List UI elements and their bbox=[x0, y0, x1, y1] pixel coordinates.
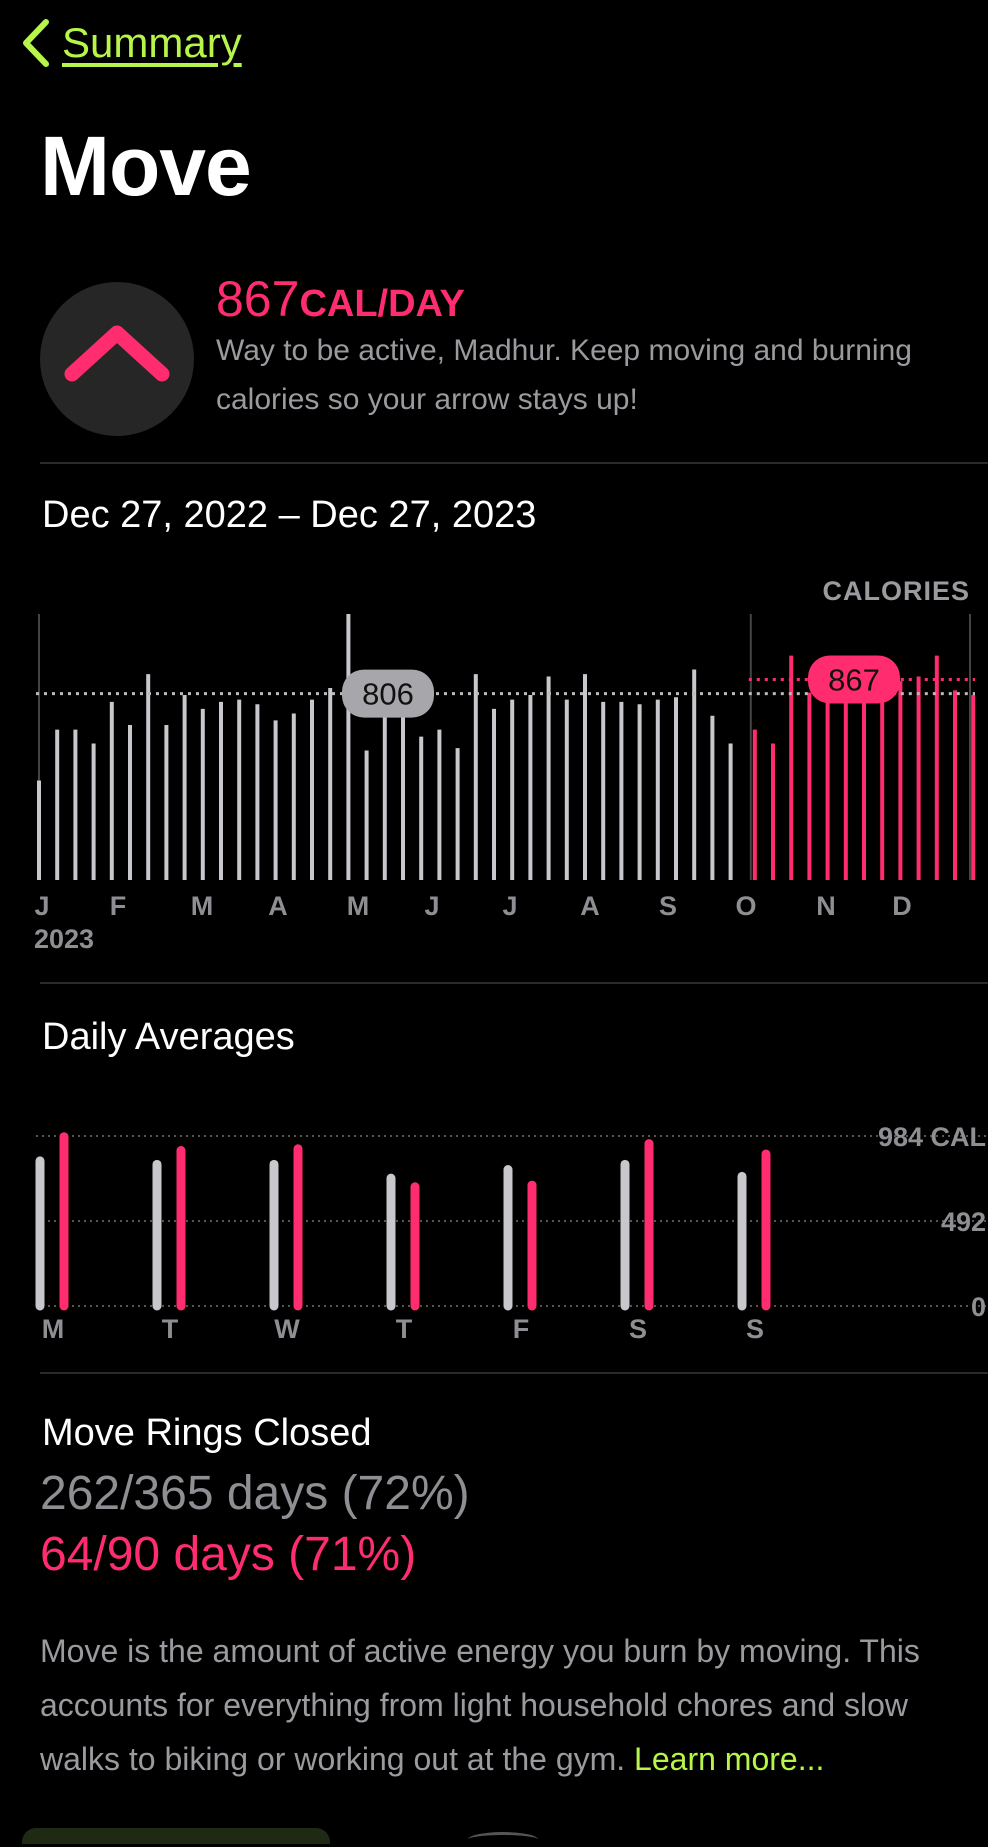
divider bbox=[40, 982, 988, 984]
daily-averages-chart[interactable]: 984 CAL 492 0 M T W T F S S bbox=[0, 1080, 988, 1340]
month-label: S bbox=[659, 891, 677, 921]
month-label: O bbox=[735, 891, 756, 921]
move-description: Move is the amount of active energy you … bbox=[40, 1624, 960, 1786]
y-tick-label: 0 bbox=[971, 1292, 986, 1322]
page-title: Move bbox=[40, 119, 252, 213]
chart-unit-label: CALORIES bbox=[822, 576, 970, 606]
day-label: S bbox=[629, 1314, 647, 1340]
monthly-chart[interactable]: 806 867 J F M A M J J A S O N D 2023 bbox=[0, 600, 988, 960]
back-button[interactable]: Summary bbox=[20, 16, 242, 70]
month-label: J bbox=[502, 891, 517, 921]
average-pill: 806 bbox=[342, 669, 434, 718]
month-label: A bbox=[268, 891, 288, 921]
trend-number: 867 bbox=[216, 271, 300, 327]
month-label: M bbox=[347, 891, 370, 921]
month-label: A bbox=[580, 891, 600, 921]
day-label: T bbox=[396, 1314, 413, 1340]
trend-value: 867CAL/DAY bbox=[216, 270, 465, 328]
day-label: S bbox=[746, 1314, 764, 1340]
trend-arrow-badge bbox=[40, 282, 194, 436]
rings-title: Move Rings Closed bbox=[42, 1412, 372, 1454]
daily-averages-title: Daily Averages bbox=[42, 1016, 295, 1058]
month-label: F bbox=[110, 891, 127, 921]
month-label: D bbox=[892, 891, 912, 921]
trend-unit: CAL/DAY bbox=[299, 283, 465, 325]
trend-message: Way to be active, Madhur. Keep moving an… bbox=[216, 334, 912, 416]
rings-recent-stat: 64/90 days (71%) bbox=[40, 1528, 417, 1581]
day-label: M bbox=[42, 1314, 65, 1340]
tab-bar-icon[interactable] bbox=[468, 1832, 538, 1847]
rings-year-stat: 262/365 days (72%) bbox=[40, 1467, 470, 1520]
month-label: J bbox=[424, 891, 439, 921]
tab-bar-item[interactable] bbox=[22, 1828, 330, 1844]
year-label: 2023 bbox=[34, 924, 94, 954]
divider bbox=[40, 1372, 988, 1374]
day-label: T bbox=[162, 1314, 179, 1340]
average-pill-value: 806 bbox=[362, 677, 414, 712]
learn-more-link[interactable]: Learn more... bbox=[634, 1741, 825, 1777]
day-label: W bbox=[274, 1314, 300, 1340]
back-label: Summary bbox=[62, 19, 242, 66]
average-pill-value: 867 bbox=[828, 662, 880, 697]
arrow-up-icon bbox=[64, 325, 170, 382]
date-range: Dec 27, 2022 – Dec 27, 2023 bbox=[42, 494, 537, 536]
description-text: Move is the amount of active energy you … bbox=[40, 1633, 920, 1777]
average-pill-bg bbox=[342, 669, 434, 718]
chevron-left-icon bbox=[23, 19, 49, 67]
y-tick-label: 492 bbox=[941, 1207, 986, 1237]
day-label: F bbox=[513, 1314, 530, 1340]
month-label: M bbox=[191, 891, 214, 921]
month-label: N bbox=[816, 891, 836, 921]
month-label: J bbox=[34, 891, 49, 921]
y-tick-label: 984 CAL bbox=[878, 1122, 986, 1152]
average-pill-recent: 867 bbox=[808, 655, 900, 704]
divider bbox=[40, 462, 988, 464]
average-pill-bg bbox=[808, 655, 900, 704]
